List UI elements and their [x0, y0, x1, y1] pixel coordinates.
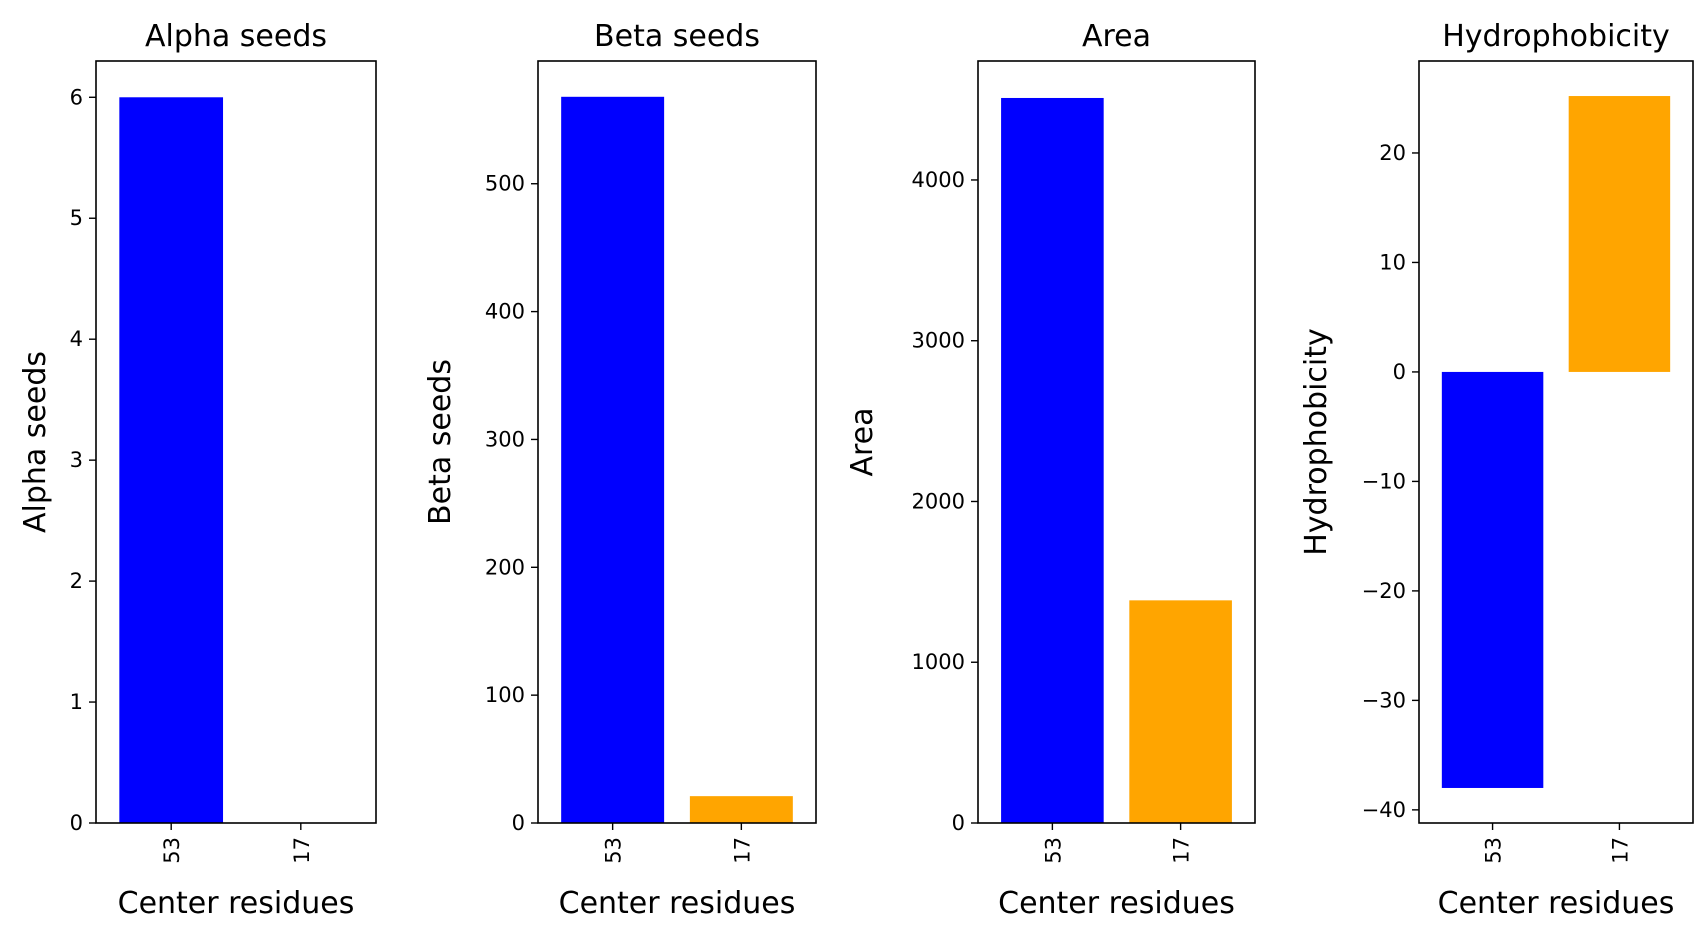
bar-53 [561, 96, 665, 824]
panel-title: Alpha seeds [145, 19, 327, 54]
x-tick-label: 53 [1482, 837, 1506, 864]
bar-53 [119, 97, 224, 824]
x-tick-label: 53 [602, 837, 626, 864]
chart-panel-3: 0 1000 2000 3000 4000 53 17 Area Center residues… [845, 19, 1256, 921]
y-axis-label: Beta seeds [423, 359, 458, 525]
axes-frame [537, 60, 817, 824]
y-axis-label: Hydrophobicity [1299, 328, 1334, 556]
bar-17 [1568, 96, 1671, 372]
bar-17 [1129, 600, 1232, 823]
x-tick-label: 17 [290, 837, 314, 864]
y-tick-label: 5 [70, 206, 83, 230]
chart-panel-1: 0 1 2 3 4 5 6 53 17 Alpha seeds Center residues Alp… [18, 19, 377, 921]
axes-frame [95, 60, 377, 824]
y-tick-label: 200 [485, 555, 525, 579]
x-tick-label: 17 [1608, 837, 1632, 864]
y-tick-label: 0 [1393, 360, 1406, 384]
y-tick-label: 4 [70, 327, 83, 351]
y-tick-label: 3000 [912, 329, 965, 353]
bar-53 [1441, 371, 1544, 788]
y-tick-label: 1 [70, 690, 83, 714]
axes-frame [1418, 60, 1694, 824]
y-tick-label: 2000 [912, 489, 965, 513]
y-tick-label: −10 [1362, 469, 1406, 493]
x-axis-label: Center residues [118, 886, 355, 921]
y-axis-label: Area [845, 407, 880, 476]
y-tick-label: 500 [485, 172, 525, 196]
y-tick-label: 20 [1379, 141, 1406, 165]
bar-17 [689, 796, 793, 823]
y-tick-label: −30 [1362, 688, 1406, 712]
y-tick-label: 400 [485, 300, 525, 324]
y-tick-label: 4000 [912, 168, 965, 192]
x-tick-label: 53 [160, 837, 184, 864]
chart-panel-4: −40 −30 −20 −10 0 10 20 53 17 Hydrophobicity Cente… [1299, 19, 1694, 921]
axes-frame [977, 60, 1256, 824]
panel-title: Area [1082, 19, 1151, 54]
x-axis-label: Center residues [559, 886, 796, 921]
x-tick-label: 17 [1170, 837, 1194, 864]
x-axis-label: Center residues [998, 886, 1235, 921]
y-tick-label: 300 [485, 427, 525, 451]
y-axis-label: Alpha seeds [18, 351, 53, 533]
y-tick-label: 1000 [912, 650, 965, 674]
y-tick-label: 0 [70, 811, 83, 835]
x-axis-label: Center residues [1438, 886, 1675, 921]
bar-53 [1001, 97, 1104, 824]
y-tick-label: 3 [70, 448, 83, 472]
y-tick-label: 0 [952, 811, 965, 835]
y-tick-label: 6 [70, 85, 83, 109]
y-tick-label: 10 [1379, 250, 1406, 274]
chart-panel-2: 0 100 200 300 400 500 53 17 Beta seeds Center res… [423, 19, 817, 921]
x-tick-label: 53 [1041, 837, 1065, 864]
y-tick-label: 100 [485, 683, 525, 707]
y-tick-label: 2 [70, 569, 83, 593]
panel-title: Hydrophobicity [1442, 19, 1670, 54]
y-tick-label: −40 [1362, 798, 1406, 822]
y-tick-label: −20 [1362, 579, 1406, 603]
x-tick-label: 17 [730, 837, 754, 864]
y-tick-label: 0 [512, 811, 525, 835]
panel-title: Beta seeds [594, 19, 760, 54]
